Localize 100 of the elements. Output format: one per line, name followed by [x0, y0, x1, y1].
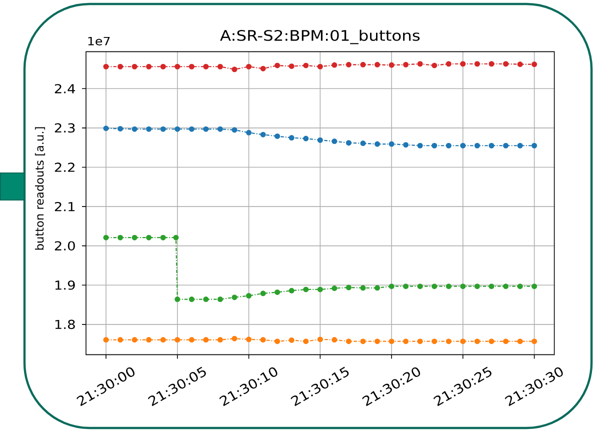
point [332, 337, 338, 343]
point [532, 62, 538, 68]
point [403, 338, 409, 344]
point [460, 284, 466, 290]
point [432, 142, 438, 148]
point [118, 126, 124, 132]
point [360, 285, 366, 291]
point [517, 142, 523, 148]
point [174, 64, 180, 70]
point [217, 64, 223, 70]
point [488, 284, 494, 290]
point [360, 338, 366, 344]
point [246, 336, 252, 342]
point [517, 62, 523, 68]
point [488, 142, 494, 148]
point [188, 126, 194, 132]
point [503, 284, 509, 290]
point [232, 127, 238, 133]
point [374, 141, 380, 147]
point [432, 284, 438, 290]
point [332, 138, 338, 144]
point [260, 290, 266, 296]
point [432, 62, 438, 68]
point [132, 64, 138, 70]
point [188, 296, 194, 302]
point [532, 284, 538, 290]
point [260, 66, 266, 72]
point [274, 289, 280, 295]
point [488, 61, 494, 67]
point [103, 234, 109, 240]
y-axis-title: button readouts [a.u.] [34, 127, 46, 250]
point [332, 286, 338, 292]
point [203, 337, 209, 343]
point [517, 338, 523, 344]
point [160, 126, 166, 132]
point [217, 296, 223, 302]
point [246, 130, 252, 136]
point [246, 64, 252, 70]
y-tick-label: 1.8 [55, 320, 75, 330]
point [403, 284, 409, 290]
point [374, 338, 380, 344]
point [303, 136, 309, 142]
point [517, 284, 523, 290]
point [203, 64, 209, 70]
point [460, 338, 466, 344]
point [388, 338, 394, 344]
point [503, 61, 509, 67]
point [232, 336, 238, 342]
point [417, 61, 423, 67]
point [103, 337, 109, 343]
y-tick-label: 1.9 [55, 280, 75, 290]
point [174, 126, 180, 132]
point [346, 62, 352, 68]
point [503, 338, 509, 344]
point [474, 142, 480, 148]
y-tick-label: 2.0 [54, 241, 75, 250]
point [132, 337, 138, 343]
point [132, 126, 138, 132]
point [232, 294, 238, 300]
point [346, 284, 352, 290]
point [232, 66, 238, 72]
point [532, 142, 538, 148]
point [446, 61, 452, 67]
point [118, 64, 124, 70]
point [303, 286, 309, 292]
point [532, 338, 538, 344]
point [317, 336, 323, 342]
point [260, 132, 266, 138]
point [132, 234, 138, 240]
point [460, 61, 466, 67]
point [217, 126, 223, 132]
point [503, 142, 509, 148]
point [360, 140, 366, 146]
point [146, 337, 152, 343]
point [146, 64, 152, 70]
point [388, 284, 394, 290]
point [432, 338, 438, 344]
point [417, 338, 423, 344]
point [160, 337, 166, 343]
point [174, 337, 180, 343]
point [274, 338, 280, 344]
point [303, 62, 309, 68]
point [403, 62, 409, 68]
point [288, 135, 294, 141]
point [388, 141, 394, 147]
point [217, 337, 223, 343]
point [317, 64, 323, 70]
point [303, 338, 309, 344]
point [374, 62, 380, 68]
point [260, 337, 266, 343]
point [332, 62, 338, 68]
point [474, 338, 480, 344]
point [160, 64, 166, 70]
point [288, 63, 294, 69]
y-tick-label: 2.1 [54, 202, 75, 212]
chart-title: A:SR-S2:BPM:01_buttons [220, 30, 420, 44]
point [360, 62, 366, 68]
point [346, 338, 352, 344]
point [118, 337, 124, 343]
y-tick-label: 2.2 [54, 162, 74, 172]
